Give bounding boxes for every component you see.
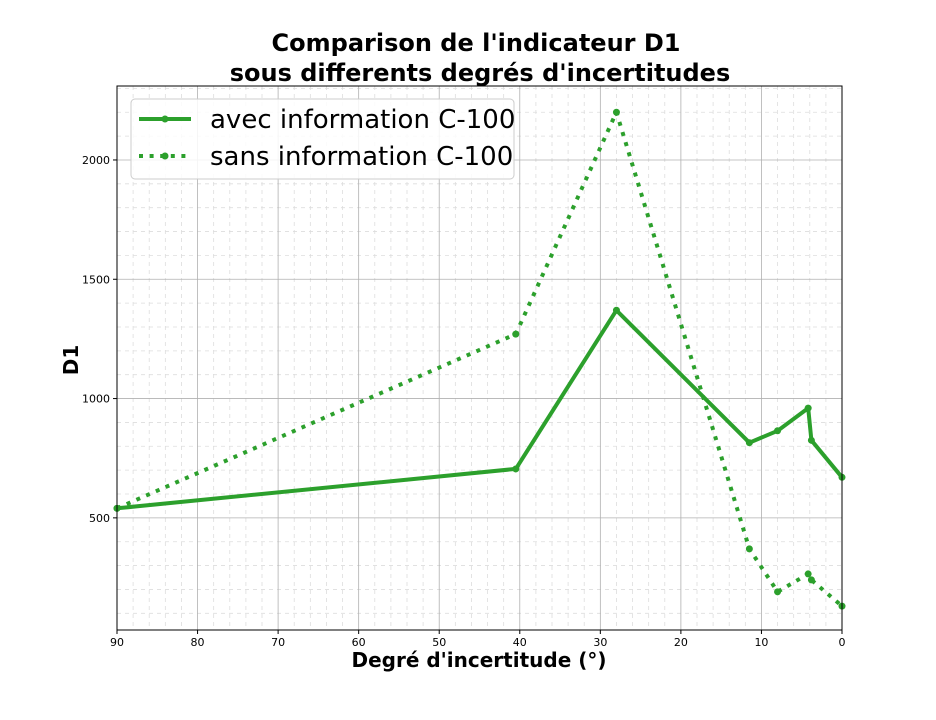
chart-title-line-2: sous differents degrés d'incertitudes xyxy=(230,59,731,87)
legend: avec information C-100 sans information … xyxy=(130,98,515,180)
data-point-sans xyxy=(745,545,753,553)
y-tick-label: 2000 xyxy=(82,154,110,167)
x-tick-label: 90 xyxy=(110,636,124,649)
y-axis-label: D1 xyxy=(59,345,83,376)
y-tick-label: 1000 xyxy=(82,393,110,406)
x-tick-label: 40 xyxy=(513,636,527,649)
x-tick-label: 60 xyxy=(352,636,366,649)
x-tick-label: 70 xyxy=(271,636,285,649)
data-point-avec xyxy=(804,404,812,412)
data-point-avec xyxy=(512,465,520,473)
y-tick-label: 500 xyxy=(89,512,110,525)
x-axis-label: Degré d'incertitude (°) xyxy=(351,648,606,672)
legend-marker-solid xyxy=(161,115,169,123)
plot-frame xyxy=(116,85,843,631)
data-point-sans xyxy=(612,108,620,116)
data-point-avec xyxy=(745,439,753,447)
series-line-avec xyxy=(116,308,844,511)
data-point-avec xyxy=(774,427,782,435)
legend-label-sans: sans information C-100 xyxy=(210,142,513,172)
data-point-sans xyxy=(512,330,520,338)
chart-title-line-1: Comparison de l'indicateur D1 xyxy=(272,29,681,57)
x-tick-label: 0 xyxy=(839,636,846,649)
x-axis-ticks: 90 80 70 60 50 40 30 20 10 0 xyxy=(110,630,846,649)
x-tick-label: 20 xyxy=(674,636,688,649)
legend-box xyxy=(130,98,515,180)
x-tick-label: 10 xyxy=(754,636,768,649)
data-point-sans xyxy=(774,588,782,596)
data-point-sans xyxy=(807,576,815,584)
x-tick-label: 80 xyxy=(191,636,205,649)
x-tick-label: 50 xyxy=(432,636,446,649)
data-point-avec xyxy=(612,306,620,314)
legend-marker-dotted xyxy=(161,152,169,160)
x-tick-label: 30 xyxy=(593,636,607,649)
data-point-sans xyxy=(804,570,812,578)
legend-label-avec: avec information C-100 xyxy=(210,105,515,135)
y-axis-ticks: 500 1000 1500 2000 xyxy=(82,154,117,525)
data-point-avec xyxy=(807,436,815,444)
y-tick-label: 1500 xyxy=(82,273,110,286)
